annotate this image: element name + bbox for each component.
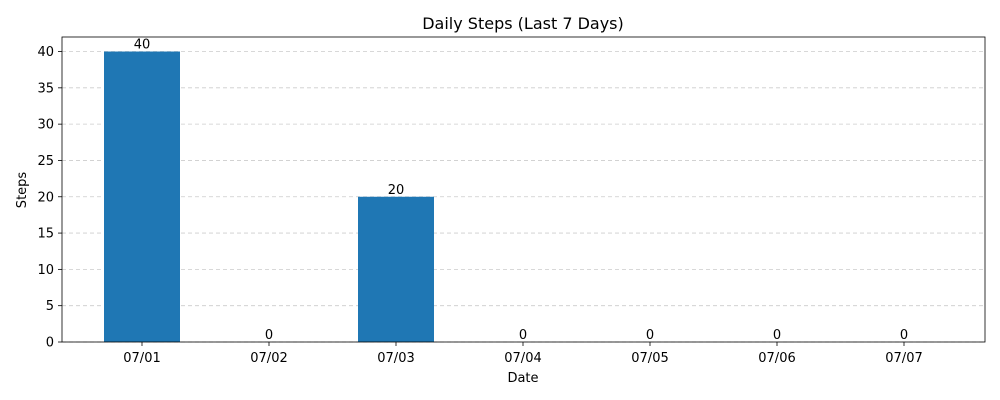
data-label: 20 <box>388 183 405 198</box>
y-axis-label: Steps <box>15 172 30 209</box>
bars <box>104 51 434 343</box>
y-tick-label: 10 <box>37 263 54 278</box>
x-tick-label: 07/05 <box>631 351 668 366</box>
y-ticks: 0 5 10 15 20 25 30 35 40 <box>37 45 62 351</box>
data-label: 0 <box>519 328 527 343</box>
y-tick-label: 20 <box>37 190 54 205</box>
x-tick-label: 07/02 <box>250 351 287 366</box>
data-label: 0 <box>900 328 908 343</box>
x-tick-label: 07/04 <box>504 351 541 366</box>
y-tick-label: 35 <box>37 81 54 96</box>
x-tick-label: 07/01 <box>123 351 160 366</box>
data-label: 0 <box>265 328 273 343</box>
x-ticks: 07/01 07/02 07/03 07/04 07/05 07/06 07/07 <box>123 342 923 366</box>
data-labels: 40 0 20 0 0 0 0 <box>134 38 908 343</box>
y-tick-label: 15 <box>37 227 54 242</box>
data-label: 0 <box>646 328 654 343</box>
x-tick-label: 07/03 <box>377 351 414 366</box>
plot-frame <box>61 36 986 343</box>
x-axis-label: Date <box>507 371 538 386</box>
chart-title: Daily Steps (Last 7 Days) <box>422 14 624 33</box>
bar <box>358 196 434 342</box>
grid-lines <box>62 51 985 343</box>
data-label: 40 <box>134 38 151 53</box>
y-tick-label: 5 <box>46 299 54 314</box>
y-tick-label: 30 <box>37 118 54 133</box>
x-tick-label: 07/06 <box>758 351 795 366</box>
y-tick-label: 40 <box>37 45 54 60</box>
y-tick-label: 0 <box>46 336 54 351</box>
y-tick-label: 25 <box>37 154 54 169</box>
bar <box>104 51 180 343</box>
data-label: 0 <box>773 328 781 343</box>
x-tick-label: 07/07 <box>885 351 922 366</box>
axes <box>61 36 986 343</box>
